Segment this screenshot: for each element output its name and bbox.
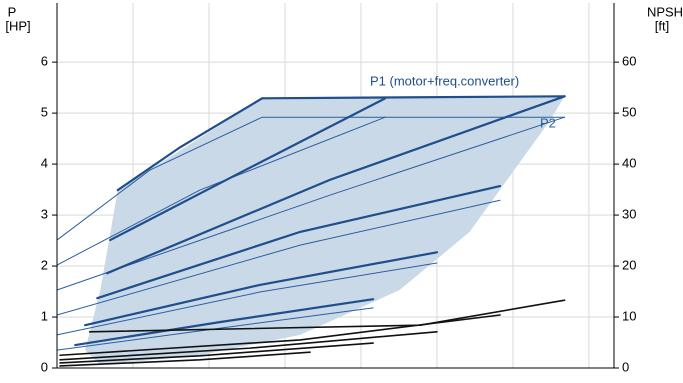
p2-curve bbox=[56, 116, 566, 291]
p1-curve bbox=[106, 95, 566, 275]
p2-curve bbox=[56, 262, 438, 336]
p2-curve bbox=[56, 199, 501, 316]
y2-tick-label: 10 bbox=[622, 308, 636, 323]
y-tick-label: 5 bbox=[41, 105, 48, 120]
y-tick-label: 6 bbox=[41, 54, 48, 69]
y2-tick-label: 0 bbox=[622, 359, 629, 374]
p1-curve bbox=[74, 298, 375, 347]
y2-tick-label: 50 bbox=[622, 105, 636, 120]
p2-curve bbox=[56, 116, 566, 241]
p1-curve bbox=[84, 251, 439, 327]
y2-tick-label: 60 bbox=[622, 54, 636, 69]
y-axis-unit: [HP] bbox=[5, 18, 30, 33]
operating-range bbox=[85, 96, 565, 365]
y2-axis-unit: [ft] bbox=[655, 18, 669, 33]
y2-axis-label: NPSH bbox=[647, 4, 683, 19]
npsh-curve bbox=[59, 351, 311, 367]
y-tick-label: 1 bbox=[41, 308, 48, 323]
y-tick-label: 3 bbox=[41, 207, 48, 222]
y2-tick-label: 20 bbox=[622, 257, 636, 272]
annotation-p1: P1 (motor+freq.converter) bbox=[370, 73, 519, 88]
y-tick-label: 0 bbox=[41, 359, 48, 374]
npsh-curve bbox=[59, 314, 501, 357]
y-axis-label: P bbox=[8, 4, 17, 19]
p2-curve bbox=[56, 307, 374, 351]
y2-tick-label: 30 bbox=[622, 207, 636, 222]
p1-curve bbox=[116, 97, 264, 192]
p1-curve bbox=[261, 95, 566, 100]
annotation-p2: P2 bbox=[540, 115, 556, 130]
y-tick-label: 4 bbox=[41, 156, 48, 171]
p1-curve bbox=[109, 97, 387, 242]
npsh-curve bbox=[59, 331, 438, 361]
npsh-curve bbox=[59, 342, 374, 364]
y-tick-label: 2 bbox=[41, 257, 48, 272]
y2-tick-label: 40 bbox=[622, 156, 636, 171]
p1-curve bbox=[96, 184, 502, 300]
p2-curve bbox=[56, 116, 386, 266]
